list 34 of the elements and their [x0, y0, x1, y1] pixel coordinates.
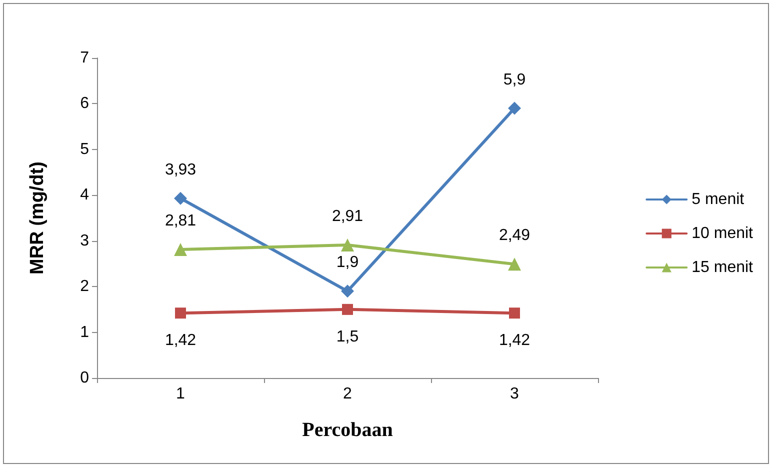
y-tick-label: 1 — [80, 324, 90, 341]
point — [341, 284, 354, 298]
y-tick-label: 2 — [80, 278, 90, 296]
point — [342, 304, 353, 315]
legend-label: 5 menit — [692, 191, 745, 208]
legend-label: 10 menit — [692, 225, 754, 242]
point — [508, 102, 521, 115]
point — [508, 258, 521, 271]
y-tick-label: 0 — [80, 370, 90, 386]
point — [509, 308, 520, 319]
data-label: 1,42 — [164, 332, 196, 350]
data-label: 1,9 — [336, 254, 359, 272]
x-tick-label: 1 — [176, 386, 186, 402]
y-axis-title: MRR (mg/dt) — [27, 162, 48, 274]
y-tick-label: 5 — [80, 140, 90, 158]
point — [175, 308, 186, 319]
y-tick-label: 3 — [80, 232, 90, 250]
data-label: 2,49 — [498, 227, 530, 244]
data-label: 2,81 — [164, 212, 196, 230]
data-label: 1,5 — [336, 328, 359, 346]
y-tick-label: 6 — [80, 95, 90, 112]
x-tick-label: 2 — [343, 386, 352, 402]
x-tick-label: 3 — [510, 386, 520, 402]
point — [174, 192, 187, 205]
legend-label: 15 menit — [692, 259, 754, 276]
data-label: 1,42 — [498, 332, 530, 350]
y-tick-label: 4 — [80, 186, 90, 204]
data-label: 2,91 — [332, 208, 364, 225]
x-axis-title: Percobaan — [302, 419, 393, 441]
point — [341, 238, 354, 252]
y-tick-label: 7 — [80, 50, 90, 66]
data-label: 5,9 — [503, 71, 526, 88]
data-label: 3,93 — [164, 161, 196, 178]
point — [174, 243, 187, 256]
